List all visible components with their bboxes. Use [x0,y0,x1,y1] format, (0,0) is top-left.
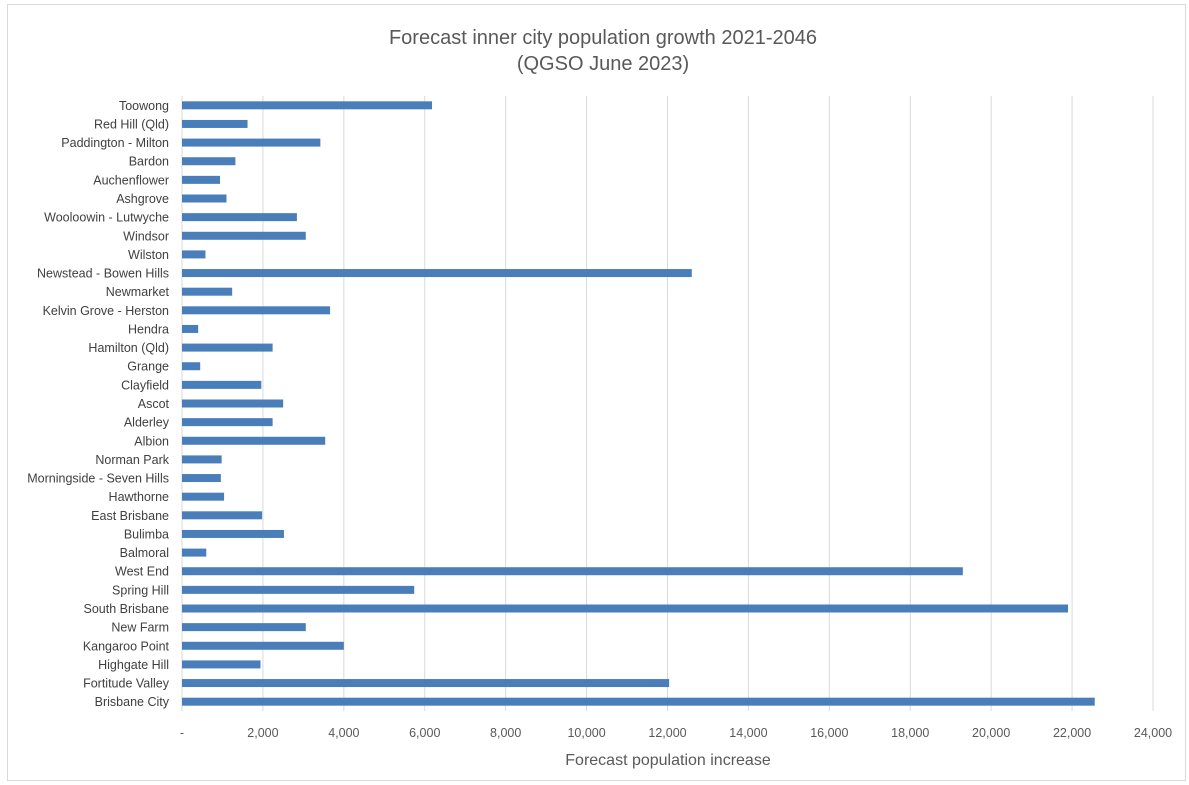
gridlines [181,96,1154,711]
category-label: Clayfield [121,378,169,392]
x-tick-label: 4,000 [328,726,359,740]
category-label: Balmoral [120,546,169,560]
bar [182,492,225,501]
category-label: Red Hill (Qld) [94,117,169,131]
bar [182,399,284,408]
bar [182,567,963,576]
bar [182,436,326,445]
category-label: Windsor [123,229,169,243]
bar [182,157,236,166]
bar [182,138,321,147]
category-label: Hawthorne [109,490,169,504]
category-label: Kelvin Grove - Herston [43,304,169,318]
x-axis-title: Forecast population increase [565,752,771,769]
bars [182,101,1095,706]
category-label: Brisbane City [95,695,170,709]
category-label: Kangaroo Point [83,639,170,653]
category-label: Bulimba [124,527,169,541]
category-label: Paddington - Milton [61,136,169,150]
x-tick-label: 14,000 [729,726,767,740]
bar [182,623,306,632]
category-label: West End [115,565,169,579]
category-label: Highgate Hill [98,658,169,672]
category-label: Ashgrove [116,192,169,206]
category-label: Norman Park [95,453,169,467]
bar [182,306,331,315]
category-label: New Farm [111,621,169,635]
bar [182,250,206,259]
bar [182,213,297,222]
category-label: Hendra [128,322,169,336]
bar [182,474,221,483]
category-label: East Brisbane [91,509,169,523]
bar [182,269,692,278]
bar [182,511,263,520]
bar [182,418,273,427]
x-tick-label: 18,000 [891,726,929,740]
chart-subtitle: (QGSO June 2023) [517,53,689,75]
x-tick-label: 8,000 [490,726,521,740]
x-tick-label: 10,000 [567,726,605,740]
bar [182,175,221,184]
bar [182,455,222,464]
x-tick-label: 24,000 [1134,726,1172,740]
category-label: Bardon [129,155,169,169]
bar [182,324,199,333]
bar [182,679,670,688]
x-tick-label: 22,000 [1053,726,1091,740]
category-label: Ascot [138,397,170,411]
category-label: Toowong [119,99,169,113]
category-label: Spring Hill [112,583,169,597]
x-tick-label: 16,000 [810,726,848,740]
category-label: Morningside - Seven Hills [27,472,169,486]
bar [182,585,415,594]
bar [182,641,344,650]
x-tick-label: 12,000 [648,726,686,740]
category-label: Grange [127,360,169,374]
bar [182,101,433,110]
bar [182,343,273,352]
bar [182,660,261,669]
category-label: Wooloowin - Lutwyche [44,211,169,225]
category-label: Hamilton (Qld) [88,341,169,355]
x-tick-label: 2,000 [247,726,278,740]
category-label: South Brisbane [84,602,170,616]
category-label: Wilston [128,248,169,262]
bar [182,194,227,203]
bar [182,604,1069,613]
category-label: Alderley [124,416,170,430]
category-label: Newstead - Bowen Hills [37,267,169,281]
category-label: Fortitude Valley [83,677,170,691]
bar [182,231,306,240]
bar [182,548,207,557]
category-label: Auchenflower [93,173,169,187]
x-tick-label: 20,000 [972,726,1010,740]
x-tick-labels: - 2,000 4,000 6,000 8,000 10,000 12,000 14,000 1… [180,726,1172,740]
category-label: Newmarket [106,285,170,299]
x-tick-label: 6,000 [409,726,440,740]
bar [182,380,262,389]
bar [182,529,284,538]
category-labels: Toowong Red Hill (Qld) Paddington - Milton… [27,99,169,709]
bar [182,287,233,296]
chart-frame [7,4,1186,781]
bar [182,362,201,371]
chart-title: Forecast inner city population growth 20… [389,27,817,49]
bar [182,697,1095,706]
category-label: Albion [134,434,169,448]
bar [182,119,248,128]
x-tick-label: - [180,726,184,740]
